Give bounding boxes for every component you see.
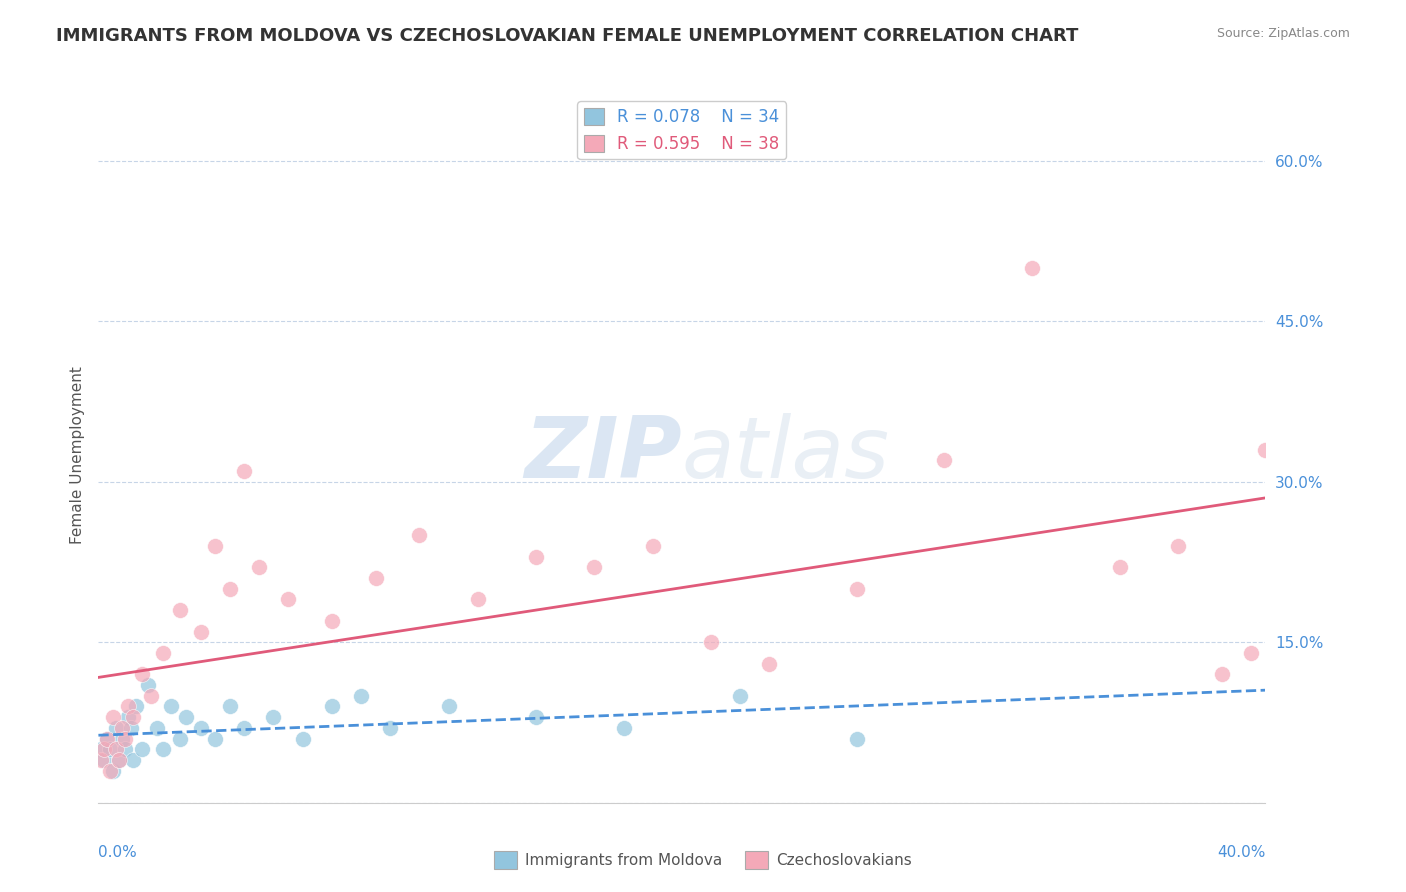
Point xyxy=(125,699,148,714)
Point xyxy=(120,721,142,735)
Point xyxy=(136,678,159,692)
Point xyxy=(104,742,127,756)
Point xyxy=(846,582,869,596)
Point xyxy=(291,731,314,746)
Point xyxy=(190,721,212,735)
Point xyxy=(131,667,153,681)
Point xyxy=(160,699,183,714)
Point xyxy=(437,699,460,714)
Text: IMMIGRANTS FROM MOLDOVA VS CZECHOSLOVAKIAN FEMALE UNEMPLOYMENT CORRELATION CHART: IMMIGRANTS FROM MOLDOVA VS CZECHOSLOVAKI… xyxy=(56,27,1078,45)
Point xyxy=(96,731,118,746)
Point xyxy=(467,592,489,607)
Point xyxy=(122,753,145,767)
Point xyxy=(1167,539,1189,553)
Point xyxy=(350,689,373,703)
Text: 0.0%: 0.0% xyxy=(98,845,138,860)
Point xyxy=(641,539,664,553)
Point xyxy=(233,464,256,478)
Point xyxy=(730,689,752,703)
Point xyxy=(139,689,162,703)
Point xyxy=(98,742,121,756)
Point xyxy=(93,753,115,767)
Point xyxy=(524,549,547,564)
Y-axis label: Female Unemployment: Female Unemployment xyxy=(69,366,84,544)
Point xyxy=(277,592,299,607)
Point xyxy=(364,571,387,585)
Point xyxy=(101,710,124,724)
Legend: Immigrants from Moldova, Czechoslovakians: Immigrants from Moldova, Czechoslovakian… xyxy=(488,845,918,875)
Point xyxy=(114,731,136,746)
Point xyxy=(408,528,430,542)
Text: atlas: atlas xyxy=(682,413,890,497)
Text: ZIP: ZIP xyxy=(524,413,682,497)
Point xyxy=(204,539,226,553)
Point xyxy=(146,721,169,735)
Text: 40.0%: 40.0% xyxy=(1218,845,1265,860)
Legend: R = 0.078    N = 34, R = 0.595    N = 38: R = 0.078 N = 34, R = 0.595 N = 38 xyxy=(578,102,786,160)
Point xyxy=(131,742,153,756)
Point xyxy=(111,721,134,735)
Point xyxy=(1240,646,1263,660)
Point xyxy=(583,560,606,574)
Point xyxy=(169,731,191,746)
Point xyxy=(218,582,240,596)
Point xyxy=(1211,667,1233,681)
Point xyxy=(174,710,197,724)
Point xyxy=(190,624,212,639)
Point xyxy=(233,721,256,735)
Point xyxy=(1108,560,1130,574)
Point xyxy=(122,710,145,724)
Point xyxy=(612,721,634,735)
Point xyxy=(96,731,118,746)
Point xyxy=(380,721,402,735)
Point xyxy=(104,721,127,735)
Point xyxy=(101,764,124,778)
Point xyxy=(1021,260,1043,275)
Point xyxy=(111,731,134,746)
Point xyxy=(247,560,270,574)
Point xyxy=(117,710,139,724)
Point xyxy=(152,646,174,660)
Point xyxy=(204,731,226,746)
Point xyxy=(846,731,869,746)
Point xyxy=(934,453,956,467)
Point xyxy=(321,614,343,628)
Point xyxy=(758,657,780,671)
Point xyxy=(1254,442,1277,457)
Point xyxy=(114,742,136,756)
Point xyxy=(90,742,112,756)
Point xyxy=(169,603,191,617)
Point xyxy=(700,635,723,649)
Point xyxy=(98,764,121,778)
Point xyxy=(152,742,174,756)
Point xyxy=(108,753,131,767)
Point xyxy=(218,699,240,714)
Point xyxy=(108,753,131,767)
Point xyxy=(117,699,139,714)
Point xyxy=(262,710,284,724)
Point xyxy=(93,742,115,756)
Point xyxy=(90,753,112,767)
Text: Source: ZipAtlas.com: Source: ZipAtlas.com xyxy=(1216,27,1350,40)
Point xyxy=(321,699,343,714)
Point xyxy=(524,710,547,724)
